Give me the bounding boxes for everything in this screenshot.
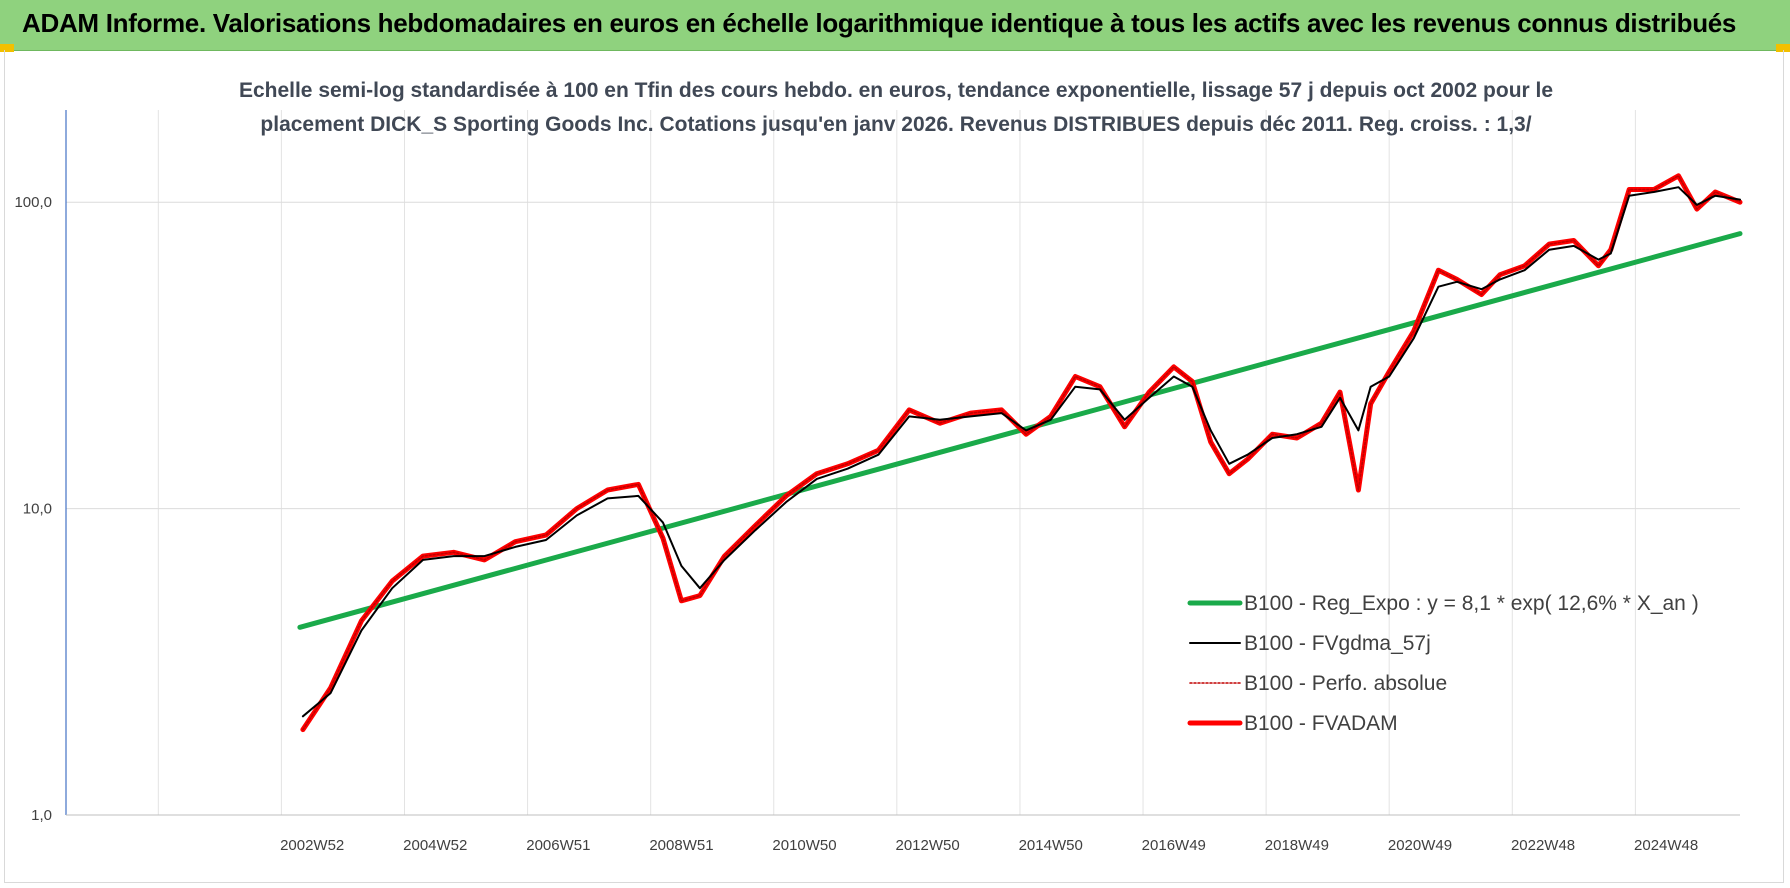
- x-tick-label: 2004W52: [403, 837, 467, 854]
- x-tick-label: 2014W50: [1019, 837, 1083, 854]
- series: [297, 173, 1743, 733]
- chart-subtitle-line-1: Echelle semi-log standardisée à 100 en T…: [239, 79, 1553, 102]
- chart-subtitle: Echelle semi-log standardisée à 100 en T…: [239, 79, 1553, 136]
- chart-subtitle-line-2: placement DICK_S Sporting Goods Inc. Cot…: [260, 113, 1531, 136]
- x-tick-label: 2018W49: [1265, 837, 1329, 854]
- legend-label: B100 - FVADAM: [1244, 712, 1398, 735]
- legend-label: B100 - Reg_Expo : y = 8,1 * exp( 12,6% *…: [1244, 592, 1699, 615]
- corner-marker: [0, 44, 14, 52]
- x-tick-label: 2012W50: [896, 837, 960, 854]
- chart-frame: [4, 50, 1784, 883]
- legend-label: B100 - Perfo. absolue: [1244, 672, 1447, 695]
- x-tick-label: 2006W51: [526, 837, 590, 854]
- legend: B100 - Reg_Expo : y = 8,1 * exp( 12,6% *…: [1187, 592, 1699, 735]
- y-tick-label: 100,0: [14, 194, 52, 211]
- y-tick-label: 10,0: [23, 501, 52, 518]
- y-tick-label: 1,0: [31, 807, 52, 824]
- x-tick-label: 2022W48: [1511, 837, 1575, 854]
- x-tick-label: 2008W51: [649, 837, 713, 854]
- series-line-2: [301, 186, 1741, 718]
- corner-marker: [1776, 44, 1790, 52]
- x-tick-label: 2024W48: [1634, 837, 1698, 854]
- axes: 1,0 10,0 100,0 2002W52 2004W52 2006W51 2008W51…: [14, 110, 1740, 854]
- x-tick-label: 2002W52: [280, 837, 344, 854]
- banner-title: ADAM Informe. Valorisations hebdomadaire…: [22, 8, 1737, 38]
- series-line-4: [300, 173, 1743, 733]
- x-tick-label: 2010W50: [772, 837, 836, 854]
- x-tick-label: 2020W49: [1388, 837, 1452, 854]
- title-banner: ADAM Informe. Valorisations hebdomadaire…: [0, 0, 1790, 51]
- legend-label: B100 - FVgdma_57j: [1244, 632, 1431, 655]
- x-tick-label: 2016W49: [1142, 837, 1206, 854]
- series-line-3: [302, 175, 1741, 731]
